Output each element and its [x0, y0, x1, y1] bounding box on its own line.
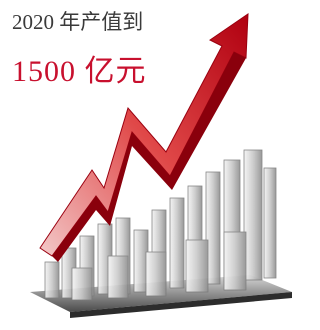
- headline-line1: 2020 年产值到: [12, 6, 143, 36]
- illustration: 2020 年产值到 1500 亿元: [0, 0, 296, 330]
- headline-line2: 1500 亿元: [12, 46, 147, 90]
